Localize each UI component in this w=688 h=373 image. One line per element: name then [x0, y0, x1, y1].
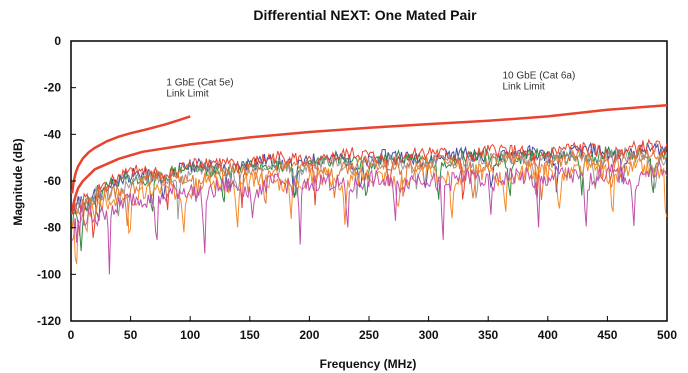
annotation-cat5e-line1: 1 GbE (Cat 5e) — [166, 77, 233, 88]
annotation-cat5e-line2: Link Limit — [166, 88, 208, 99]
y-tick-label: 0 — [54, 34, 61, 48]
limit-lines-group — [70, 103, 668, 215]
chart-title: Differential NEXT: One Mated Pair — [253, 7, 477, 23]
measured-series-4 — [71, 138, 668, 238]
x-tick-label: 50 — [124, 328, 138, 342]
x-tick-label: 200 — [299, 328, 319, 342]
y-tick-label: -60 — [44, 174, 62, 188]
y-tick-label: -80 — [44, 221, 62, 235]
x-tick-label: 450 — [597, 328, 617, 342]
annotation-cat6a-line2: Link Limit — [503, 81, 545, 92]
y-tick-label: -20 — [44, 81, 62, 95]
y-tick-label: -40 — [44, 127, 62, 141]
x-tick-label: 500 — [657, 328, 677, 342]
y-tick-label: -120 — [37, 314, 61, 328]
cat5e-limit-line — [70, 115, 191, 194]
measured-series-5 — [71, 148, 668, 227]
x-tick-label: 350 — [478, 328, 498, 342]
x-tick-label: 250 — [359, 328, 379, 342]
y-axis-label: Magnitude (dB) — [11, 138, 25, 225]
x-tick-label: 400 — [538, 328, 558, 342]
x-tick-label: 100 — [180, 328, 200, 342]
y-tick-label: -100 — [37, 267, 61, 281]
x-tick-label: 0 — [68, 328, 75, 342]
annotation-cat6a-line1: 10 GbE (Cat 6a) — [503, 70, 576, 81]
x-tick-label: 150 — [240, 328, 260, 342]
measured-series-7 — [71, 161, 668, 275]
x-tick-label: 300 — [419, 328, 439, 342]
axis-ticks-group: 0 50 100 150 200 250 300 350 400 450 500 0 -20 -40 -60… — [37, 34, 677, 342]
cat6a-limit-line — [70, 103, 668, 215]
x-axis-label: Frequency (MHz) — [320, 357, 417, 371]
measured-series-group — [71, 138, 668, 275]
